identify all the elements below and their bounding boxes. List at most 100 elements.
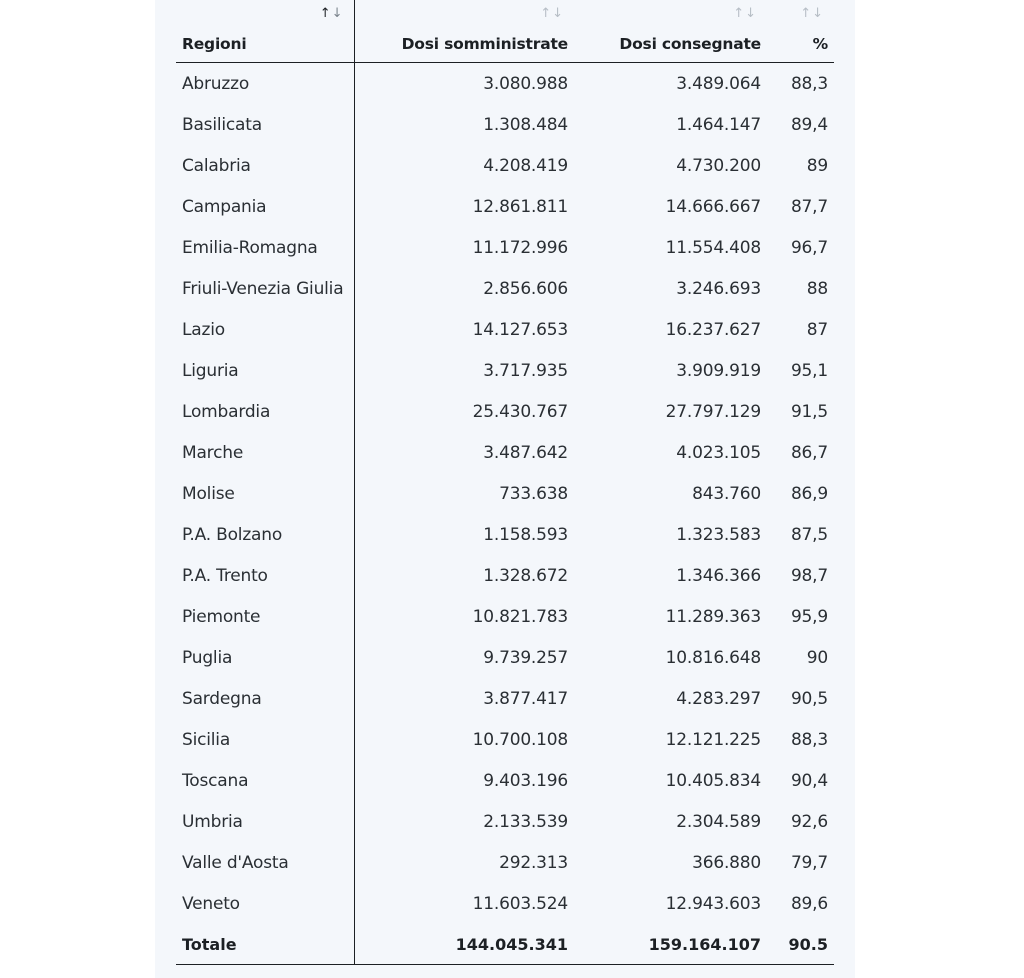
column-header-label: %	[812, 35, 829, 53]
percent-cell: 89	[806, 155, 828, 176]
delivered-cell: 1.323.583	[676, 524, 761, 545]
delivered-cell: 27.797.129	[665, 401, 762, 422]
total-row: Totale 144.045.341 159.164.107 90.5	[176, 924, 834, 965]
administered-cell: 10.821.783	[472, 606, 569, 627]
table-row: Lombardia 25.430.767 27.797.129 91,5	[176, 391, 834, 432]
percent-cell: 87,5	[790, 524, 828, 545]
delivered-cell: 11.289.363	[665, 606, 762, 627]
column-header-label: Regioni	[182, 35, 247, 53]
region-cell: Valle d'Aosta	[176, 842, 355, 883]
table-row: Veneto 11.603.524 12.943.603 89,6	[176, 883, 834, 924]
administered-cell: 3.717.935	[483, 360, 568, 381]
delivered-cell: 4.283.297	[676, 688, 761, 709]
total-delivered: 159.164.107	[574, 924, 767, 965]
region-cell: Emilia-Romagna	[176, 227, 355, 268]
delivered-cell: 1.346.366	[676, 565, 761, 586]
region-cell: Piemonte	[176, 596, 355, 637]
delivered-cell: 16.237.627	[665, 319, 762, 340]
region-cell: Sardegna	[176, 678, 355, 719]
administered-cell: 1.308.484	[483, 114, 568, 135]
column-header-label: Dosi somministrate	[401, 35, 569, 53]
region-cell: Calabria	[176, 145, 355, 186]
percent-cell: 95,9	[790, 606, 828, 627]
delivered-cell: 3.489.064	[676, 73, 761, 94]
region-cell: Campania	[176, 186, 355, 227]
total-label: Totale	[176, 924, 355, 965]
sort-arrows-icon[interactable]: ↑↓	[540, 6, 564, 21]
percent-cell: 90	[806, 647, 828, 668]
administered-cell: 9.739.257	[483, 647, 568, 668]
delivered-cell: 4.023.105	[676, 442, 761, 463]
administered-cell: 3.080.988	[483, 73, 568, 94]
column-header-label: Dosi consegnate	[619, 35, 761, 53]
region-cell: P.A. Trento	[176, 555, 355, 596]
percent-cell: 92,6	[790, 811, 828, 832]
administered-cell: 292.313	[499, 852, 568, 873]
table-row: Lazio 14.127.653 16.237.627 87	[176, 309, 834, 350]
administered-cell: 14.127.653	[472, 319, 569, 340]
delivered-cell: 12.121.225	[665, 729, 762, 750]
percent-cell: 98,7	[790, 565, 828, 586]
delivered-cell: 10.405.834	[665, 770, 762, 791]
administered-cell: 1.158.593	[483, 524, 568, 545]
administered-cell: 9.403.196	[483, 770, 568, 791]
region-cell: Puglia	[176, 637, 355, 678]
region-cell: Molise	[176, 473, 355, 514]
delivered-cell: 14.666.667	[665, 196, 762, 217]
total-percent: 90.5	[767, 924, 834, 965]
administered-cell: 2.856.606	[483, 278, 568, 299]
percent-cell: 89,4	[790, 114, 828, 135]
delivered-cell: 12.943.603	[665, 893, 762, 914]
sort-up-icon: ↑	[319, 6, 332, 21]
delivered-cell: 4.730.200	[676, 155, 761, 176]
percent-cell: 96,7	[790, 237, 828, 258]
percent-cell: 90,4	[790, 770, 828, 791]
table-row: Puglia 9.739.257 10.816.648 90	[176, 637, 834, 678]
sort-down-icon: ↓	[745, 6, 757, 21]
administered-cell: 3.487.642	[483, 442, 568, 463]
administered-cell: 12.861.811	[472, 196, 569, 217]
region-cell: Umbria	[176, 801, 355, 842]
table-row: Sicilia 10.700.108 12.121.225 88,3	[176, 719, 834, 760]
administered-cell: 1.328.672	[483, 565, 568, 586]
percent-cell: 91,5	[790, 401, 828, 422]
region-cell: Veneto	[176, 883, 355, 924]
table-row: Molise 733.638 843.760 86,9	[176, 473, 834, 514]
sort-arrows-icon[interactable]: ↑↓	[320, 6, 344, 21]
column-header-regions[interactable]: ↑↓ Regioni	[176, 0, 355, 63]
sort-arrows-icon[interactable]: ↑↓	[733, 6, 757, 21]
total-administered: 144.045.341	[354, 924, 574, 965]
table-row: Campania 12.861.811 14.666.667 87,7	[176, 186, 834, 227]
region-cell: Lazio	[176, 309, 355, 350]
table-row: Liguria 3.717.935 3.909.919 95,1	[176, 350, 834, 391]
delivered-cell: 843.760	[692, 483, 761, 504]
administered-cell: 10.700.108	[472, 729, 569, 750]
table-row: Emilia-Romagna 11.172.996 11.554.408 96,7	[176, 227, 834, 268]
delivered-cell: 2.304.589	[676, 811, 761, 832]
delivered-cell: 366.880	[692, 852, 761, 873]
region-cell: Friuli-Venezia Giulia	[176, 268, 355, 309]
column-header-administered-doses[interactable]: ↑↓ Dosi somministrate	[354, 0, 574, 63]
sort-down-icon: ↓	[812, 6, 824, 21]
percent-cell: 88	[806, 278, 828, 299]
delivered-cell: 3.909.919	[676, 360, 761, 381]
sort-up-icon: ↑	[733, 6, 746, 21]
region-cell: Toscana	[176, 760, 355, 801]
administered-cell: 4.208.419	[483, 155, 568, 176]
percent-cell: 87,7	[790, 196, 828, 217]
sort-arrows-icon[interactable]: ↑↓	[800, 6, 824, 21]
administered-cell: 2.133.539	[483, 811, 568, 832]
delivered-cell: 1.464.147	[676, 114, 761, 135]
percent-cell: 86,7	[790, 442, 828, 463]
table-row: Basilicata 1.308.484 1.464.147 89,4	[176, 104, 834, 145]
percent-cell: 88,3	[790, 729, 828, 750]
administered-cell: 3.877.417	[483, 688, 568, 709]
table-row: Friuli-Venezia Giulia 2.856.606 3.246.693 8…	[176, 268, 834, 309]
table-row: Abruzzo 3.080.988 3.489.064 88,3	[176, 62, 834, 104]
column-header-percent[interactable]: ↑↓ %	[767, 0, 834, 63]
region-cell: Marche	[176, 432, 355, 473]
column-header-delivered-doses[interactable]: ↑↓ Dosi consegnate	[574, 0, 767, 63]
region-cell: Lombardia	[176, 391, 355, 432]
sort-up-icon: ↑	[540, 6, 553, 21]
percent-cell: 89,6	[790, 893, 828, 914]
